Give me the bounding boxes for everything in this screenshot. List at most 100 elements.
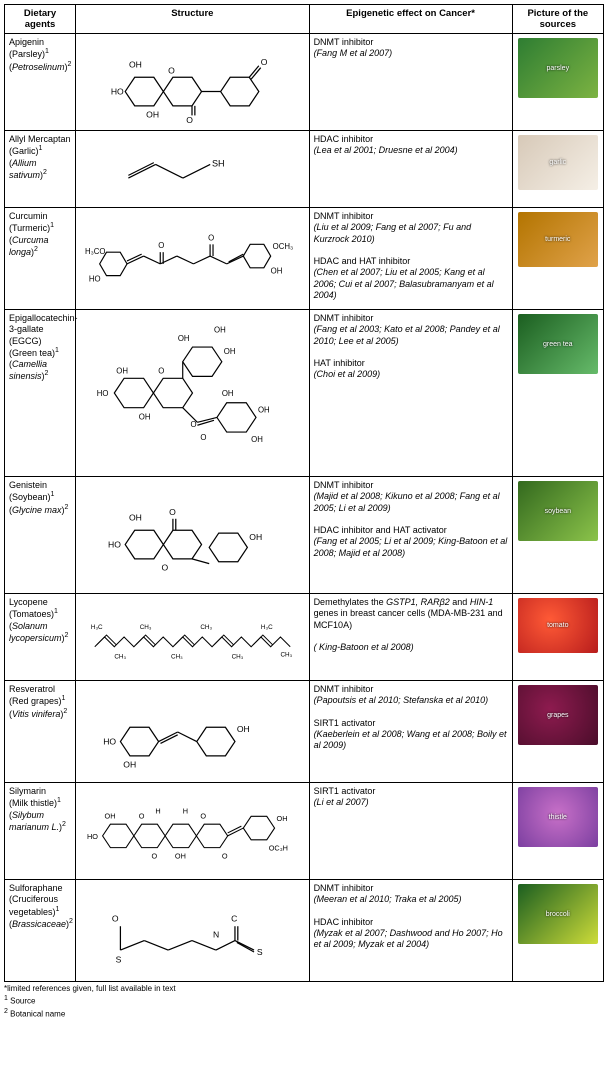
- svg-text:CH₃: CH₃: [140, 624, 152, 631]
- table-row: Epigallocatechin-3-gallate (EGCG)(Green …: [5, 310, 604, 477]
- svg-text:O: O: [112, 913, 119, 923]
- svg-text:O: O: [190, 420, 196, 429]
- dietary-agents-table: Dietary agents Structure Epigenetic effe…: [4, 4, 604, 982]
- structure-cell: SH: [76, 131, 310, 208]
- svg-text:H₃C: H₃C: [91, 624, 103, 631]
- svg-text:O: O: [168, 65, 175, 75]
- effect-cell: DNMT inhibitor(Meeran et al 2010; Traka …: [309, 880, 512, 982]
- svg-text:HO: HO: [87, 832, 98, 841]
- picture-cell: broccoli: [512, 880, 603, 982]
- svg-text:H: H: [155, 806, 160, 815]
- source-image: green tea: [518, 314, 598, 374]
- agent-cell: Sulforaphane(Cruciferous vegetables)1(Br…: [5, 880, 76, 982]
- svg-text:OH: OH: [224, 347, 236, 356]
- effect-cell: DNMT inhibitor(Majid et al 2008; Kikuno …: [309, 477, 512, 594]
- svg-text:OH: OH: [214, 325, 226, 334]
- svg-text:CH₃: CH₃: [200, 624, 212, 631]
- svg-text:O: O: [169, 507, 176, 517]
- footnotes: *limited references given, full list ava…: [4, 984, 604, 1020]
- table-row: Curcumin(Turmeric)1(Curcuma longa)2 H₃CO H…: [5, 208, 604, 310]
- source-image: tomato: [518, 598, 598, 653]
- svg-text:HO: HO: [104, 736, 117, 746]
- svg-text:OH: OH: [178, 334, 190, 343]
- col-agent: Dietary agents: [5, 5, 76, 34]
- svg-text:OH: OH: [139, 412, 151, 421]
- svg-text:OH: OH: [104, 811, 115, 820]
- svg-text:SH: SH: [212, 158, 225, 168]
- svg-text:O: O: [158, 366, 164, 375]
- structure-cell: HOOHOOHHOHOOOHOC₃H: [76, 783, 310, 880]
- svg-text:H: H: [183, 806, 188, 815]
- svg-text:OH: OH: [146, 109, 159, 119]
- agent-cell: Allyl Mercaptan(Garlic)1(Allium sativum)…: [5, 131, 76, 208]
- svg-text:OH: OH: [270, 266, 282, 275]
- svg-text:O: O: [222, 851, 228, 860]
- source-image: broccoli: [518, 884, 598, 944]
- picture-cell: green tea: [512, 310, 603, 477]
- svg-text:O: O: [151, 851, 157, 860]
- svg-text:HO: HO: [89, 274, 101, 283]
- svg-text:OH: OH: [251, 435, 263, 444]
- svg-text:OH: OH: [124, 759, 137, 769]
- svg-text:OC₃H: OC₃H: [269, 844, 288, 853]
- structure-cell: HOOHOOOH: [76, 477, 310, 594]
- effect-cell: DNMT inhibitor(Papoutsis et al 2010; Ste…: [309, 681, 512, 783]
- picture-cell: thistle: [512, 783, 603, 880]
- svg-text:O: O: [187, 115, 194, 125]
- svg-text:O: O: [139, 811, 145, 820]
- svg-text:OH: OH: [222, 389, 234, 398]
- svg-text:HO: HO: [111, 86, 124, 96]
- source-image: turmeric: [518, 212, 598, 267]
- svg-text:OCH₃: OCH₃: [272, 242, 293, 251]
- svg-text:CH₃: CH₃: [280, 652, 292, 659]
- svg-text:CH₃: CH₃: [114, 654, 126, 661]
- svg-text:O: O: [200, 433, 206, 442]
- table-row: Allyl Mercaptan(Garlic)1(Allium sativum)…: [5, 131, 604, 208]
- source-image: parsley: [518, 38, 598, 98]
- header-row: Dietary agents Structure Epigenetic effe…: [5, 5, 604, 34]
- svg-text:OH: OH: [258, 406, 270, 415]
- table-row: Genistein(Soybean)1(Glycine max)2HOOHOOO…: [5, 477, 604, 594]
- source-image: soybean: [518, 481, 598, 541]
- structure-cell: H₃CCH₃CH₃CH₃CH₃CH₃H₃CCH₃: [76, 594, 310, 681]
- svg-text:OH: OH: [250, 532, 263, 542]
- structure-cell: HO OH O O O OH: [76, 34, 310, 131]
- svg-text:OH: OH: [175, 851, 186, 860]
- footnote-1: 1 Source: [4, 994, 604, 1007]
- svg-text:O: O: [162, 562, 169, 572]
- table-row: Resveratrol(Red grapes)1(Vitis vinifera)…: [5, 681, 604, 783]
- table-row: Apigenin(Parsley)1(Petroselinum)2HOOHOOO…: [5, 34, 604, 131]
- picture-cell: grapes: [512, 681, 603, 783]
- svg-text:O: O: [261, 57, 268, 67]
- svg-text:O: O: [158, 241, 164, 250]
- svg-text:OH: OH: [116, 366, 128, 375]
- svg-text:O: O: [208, 233, 214, 242]
- agent-cell: Epigallocatechin-3-gallate (EGCG)(Green …: [5, 310, 76, 477]
- picture-cell: turmeric: [512, 208, 603, 310]
- footnote-2: 2 Botanical name: [4, 1007, 604, 1020]
- svg-text:H₃CO: H₃CO: [85, 247, 106, 256]
- source-image: thistle: [518, 787, 598, 847]
- picture-cell: tomato: [512, 594, 603, 681]
- svg-text:S: S: [257, 946, 263, 956]
- effect-cell: DNMT inhibitor(Fang et al 2003; Kato et …: [309, 310, 512, 477]
- svg-text:HO: HO: [97, 389, 109, 398]
- agent-cell: Silymarin(Milk thistle)1(Silybum marianu…: [5, 783, 76, 880]
- svg-text:O: O: [200, 811, 206, 820]
- svg-text:S: S: [116, 954, 122, 964]
- svg-text:OH: OH: [237, 724, 250, 734]
- picture-cell: parsley: [512, 34, 603, 131]
- svg-text:HO: HO: [108, 539, 121, 549]
- effect-cell: Demethylates the GSTP1, RARβ2 and HIN-1 …: [309, 594, 512, 681]
- structure-cell: OSNCS: [76, 880, 310, 982]
- table-row: Sulforaphane(Cruciferous vegetables)1(Br…: [5, 880, 604, 982]
- agent-cell: Curcumin(Turmeric)1(Curcuma longa)2: [5, 208, 76, 310]
- picture-cell: soybean: [512, 477, 603, 594]
- source-image: grapes: [518, 685, 598, 745]
- col-picture: Picture of the sources: [512, 5, 603, 34]
- col-effect: Epigenetic effect on Cancer*: [309, 5, 512, 34]
- agent-cell: Lycopene(Tomatoes)1(Solanum lycopersicum…: [5, 594, 76, 681]
- structure-cell: HO OH OH: [76, 681, 310, 783]
- svg-text:OH: OH: [129, 60, 142, 70]
- effect-cell: DNMT inhibitor(Fang M et al 2007): [309, 34, 512, 131]
